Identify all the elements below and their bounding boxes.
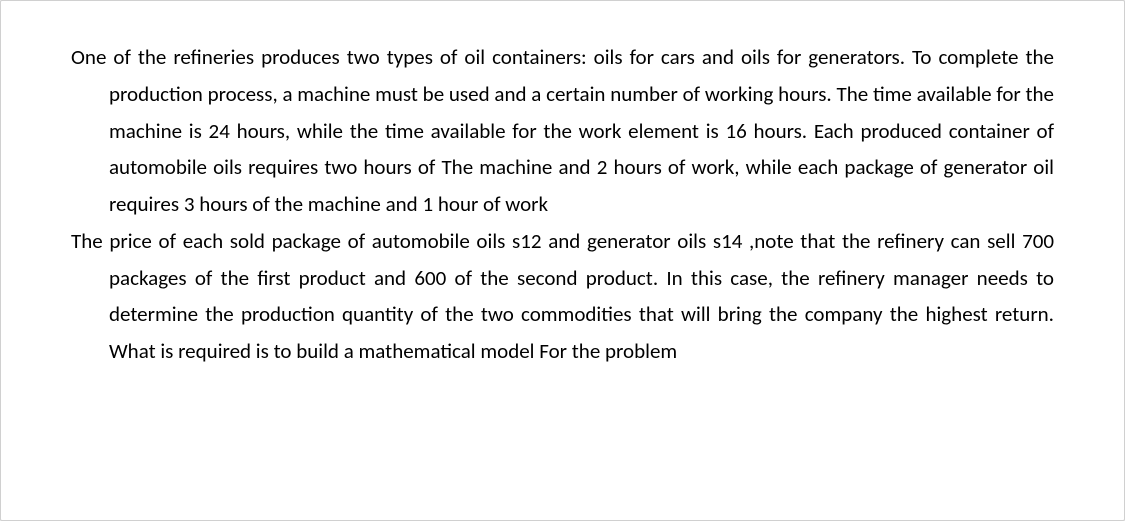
problem-paragraph-1: One of the refineries produces two types…	[71, 39, 1054, 223]
document-page: One of the refineries produces two types…	[0, 0, 1125, 521]
problem-paragraph-2: The price of each sold package of automo…	[71, 223, 1054, 370]
